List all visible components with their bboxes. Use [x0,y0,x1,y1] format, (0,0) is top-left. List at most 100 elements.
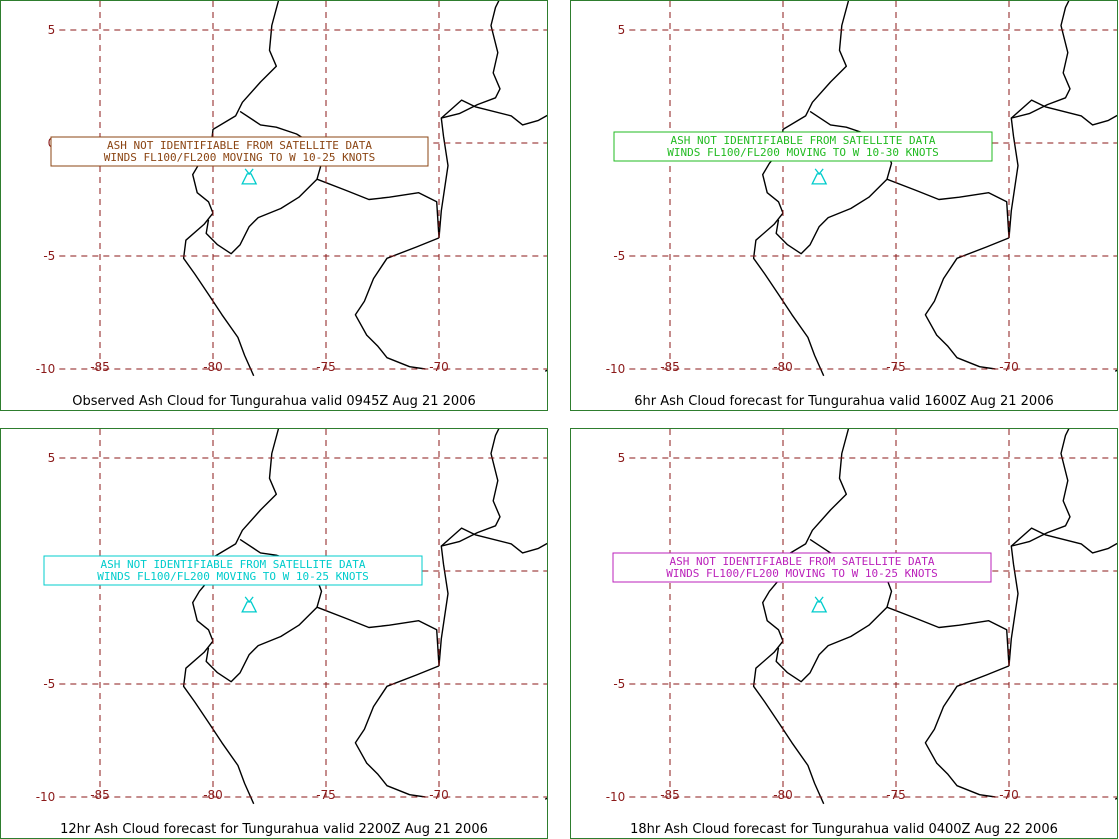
coastline [438,1,501,238]
coastline [205,606,318,683]
coastline-group [752,429,1117,805]
lon-tick-label: -75 [886,360,906,374]
coastline [1010,527,1117,554]
coastline [316,606,440,666]
lat-tick-label: 5 [618,23,626,37]
lat-tick-label: -5 [613,249,625,263]
lat-tick-label: 5 [48,23,56,37]
coastline [775,606,888,683]
graticule [59,429,547,798]
advisory-line-2: WINDS FL100/FL200 MOVING TO W 10-25 KNOT… [666,567,938,580]
volcano-icon [811,168,828,185]
advisory-frame [43,555,423,586]
lon-tick-label: -80 [203,788,223,802]
advisory-frame [612,552,992,583]
lon-tick-label: -85 [90,788,110,802]
lat-tick-label: -5 [613,677,625,691]
volcano-plume [814,168,824,175]
panel-caption: Observed Ash Cloud for Tungurahua valid … [72,394,476,409]
coastline [752,429,850,805]
advisory-line-2: WINDS FL100/FL200 MOVING TO W 10-30 KNOT… [667,146,939,159]
lat-tick-label: -10 [606,790,626,804]
coastline [354,237,440,370]
coastline [924,237,1010,370]
coastline-group [182,429,547,805]
advisory-line-1: ASH NOT IDENTIFIABLE FROM SATELLITE DATA [670,555,935,568]
coastline [182,1,280,377]
lat-tick-label: -10 [606,362,626,376]
lon-tick-label: -70 [999,360,1019,374]
advisory-line-1: ASH NOT IDENTIFIABLE FROM SATELLITE DATA [671,134,936,147]
lon-tick-label: -85 [90,360,110,374]
volcano-cone [811,173,828,185]
coastline [354,665,440,798]
volcano-cone [241,601,258,613]
coastline [440,99,547,126]
lon-tick-label: -75 [316,360,336,374]
coastline [182,429,280,805]
coastline-group [752,1,1117,377]
coastline [886,606,1010,666]
lat-tick-label: -10 [36,362,56,376]
volcano-plume [814,596,824,603]
coastline [752,1,850,377]
advisory-line-2: WINDS FL100/FL200 MOVING TO W 10-25 KNOT… [97,570,369,583]
volcano-plume [244,596,254,603]
lon-tick-label: -80 [773,788,793,802]
coastline [438,429,501,666]
panel-caption: 18hr Ash Cloud forecast for Tungurahua v… [630,822,1058,837]
coastline [1114,369,1117,372]
lat-tick-label: -10 [36,790,56,804]
advisory-line-2: WINDS FL100/FL200 MOVING TO W 10-25 KNOT… [104,151,376,164]
lon-tick-label: -75 [886,788,906,802]
panel-caption: 6hr Ash Cloud forecast for Tungurahua va… [634,394,1054,409]
volcano-icon [241,168,258,185]
lat-tick-label: -5 [43,249,55,263]
coastline [886,178,1010,238]
advisory-line-1: ASH NOT IDENTIFIABLE FROM SATELLITE DATA [101,558,366,571]
coastline [544,369,547,372]
coastline [924,665,1010,798]
lat-tick-label: 5 [48,451,56,465]
volcano-cone [811,601,828,613]
coastline [205,178,318,255]
coastline [544,797,547,800]
lon-tick-label: -70 [429,360,449,374]
advisory-frame [613,131,993,162]
coastline [1008,1,1071,238]
lon-tick-label: -85 [660,360,680,374]
advisory-box: ASH NOT IDENTIFIABLE FROM SATELLITE DATA… [612,552,992,583]
coastline-group [182,1,547,377]
volcano-icon [241,596,258,613]
coastline [440,527,547,554]
lon-tick-label: -80 [203,360,223,374]
lon-tick-label: -70 [429,788,449,802]
graticule [629,429,1117,798]
volcano-cone [241,173,258,185]
coastline [1114,797,1117,800]
lat-tick-label: 5 [618,451,626,465]
coastline [775,178,888,255]
advisory-box: ASH NOT IDENTIFIABLE FROM SATELLITE DATA… [613,131,993,162]
panel-caption: 12hr Ash Cloud forecast for Tungurahua v… [60,822,488,837]
lon-tick-label: -75 [316,788,336,802]
lon-tick-label: -80 [773,360,793,374]
graticule [629,1,1117,370]
graticule [59,1,547,370]
coastline [316,178,440,238]
lon-tick-label: -70 [999,788,1019,802]
lon-tick-label: -85 [660,788,680,802]
volcano-icon [811,596,828,613]
coastline [1008,429,1071,666]
advisory-line-1: ASH NOT IDENTIFIABLE FROM SATELLITE DATA [107,139,372,152]
advisory-frame [50,136,429,167]
lat-tick-label: -5 [43,677,55,691]
